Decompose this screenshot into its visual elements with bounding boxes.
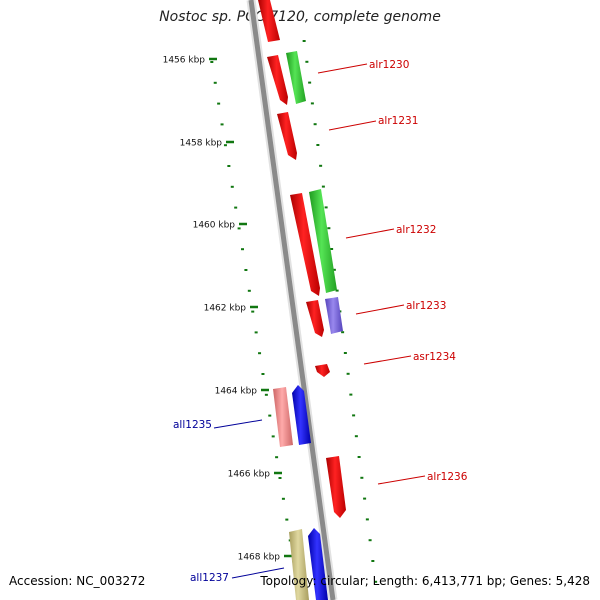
gene-label-asr1234: asr1234 bbox=[413, 351, 456, 363]
scale-label: 1464 kbp bbox=[215, 387, 258, 397]
gene-alr1230-homolog[interactable] bbox=[286, 51, 306, 104]
gene-alr1232[interactable] bbox=[290, 193, 320, 296]
scale-label: 1468 kbp bbox=[238, 553, 281, 563]
page-title: Nostoc sp. PCC 7120, complete genome bbox=[159, 9, 441, 25]
gene-all1235[interactable] bbox=[292, 385, 311, 445]
scale-ticks bbox=[209, 40, 378, 583]
gene-label-alr1231: alr1231 bbox=[378, 115, 418, 127]
gene-alr1233[interactable] bbox=[306, 300, 324, 337]
scale-label: 1462 kbp bbox=[204, 304, 247, 314]
scale-label: 1458 kbp bbox=[180, 139, 223, 149]
gene-label-alr1232: alr1232 bbox=[396, 224, 436, 236]
gene-alr1233-homolog[interactable] bbox=[325, 297, 343, 334]
gene-all1235-homolog[interactable] bbox=[273, 387, 293, 447]
scale-label: 1466 kbp bbox=[228, 470, 271, 480]
gene-top-partial[interactable] bbox=[258, 0, 280, 42]
gene-all1237-homolog[interactable] bbox=[289, 529, 309, 600]
gene-label-all1235: all1235 bbox=[173, 419, 212, 431]
gene-label-alr1230: alr1230 bbox=[369, 59, 409, 71]
scale-label: 1456 kbp bbox=[163, 56, 206, 66]
callout-lines bbox=[213, 63, 426, 579]
gene-alr1231[interactable] bbox=[277, 112, 297, 160]
gene-label-alr1233: alr1233 bbox=[406, 300, 446, 312]
gene-label-all1237: all1237 bbox=[190, 572, 229, 584]
scale-label: 1460 kbp bbox=[193, 221, 236, 231]
gene-label-alr1236: alr1236 bbox=[427, 471, 468, 483]
accession-text: Accession: NC_003272 bbox=[9, 574, 146, 588]
gene-alr1236[interactable] bbox=[326, 456, 346, 518]
gene-alr1232-homolog[interactable] bbox=[309, 189, 337, 293]
gene-asr1234[interactable] bbox=[315, 364, 330, 377]
gene-labels: alr1230 alr1231 alr1232 alr1233 asr1234 … bbox=[173, 59, 468, 584]
scale-labels: 1456 kbp 1458 kbp 1460 kbp 1462 kbp 1464 kbp… bbox=[163, 56, 281, 563]
gene-alr1230[interactable] bbox=[267, 55, 288, 105]
gene-all1237[interactable] bbox=[308, 528, 328, 600]
topology-text: Topology: circular; Length: 6,413,771 bp… bbox=[260, 574, 590, 588]
backbone bbox=[246, 0, 338, 600]
